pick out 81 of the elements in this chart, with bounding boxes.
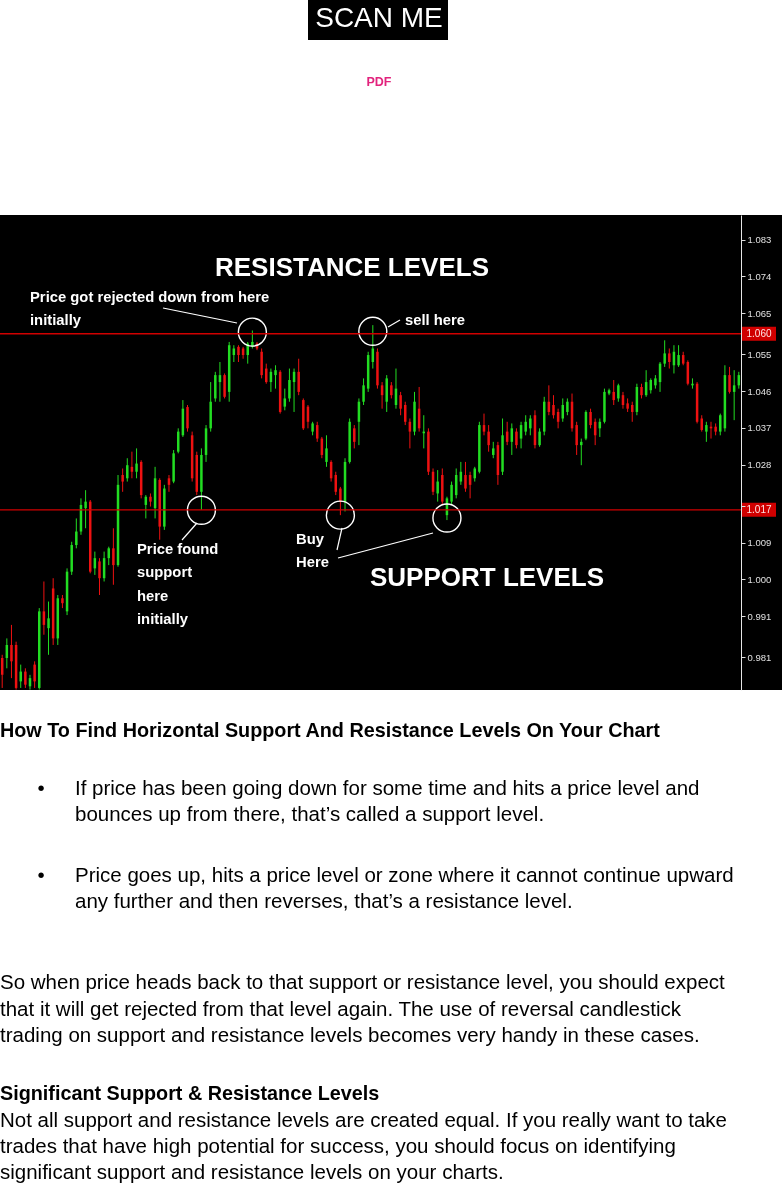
candlestick — [612, 379, 615, 406]
candlestick — [552, 394, 555, 420]
candlestick — [121, 467, 124, 493]
candlestick — [663, 339, 666, 368]
candlestick — [728, 366, 731, 395]
annotation: Price got rejected down from here initially — [30, 289, 270, 328]
candlestick — [677, 344, 680, 368]
candlestick — [10, 624, 13, 679]
text: • — [37, 776, 45, 799]
point — [325, 500, 356, 530]
candlestick — [98, 557, 101, 596]
annotation: sell here — [405, 312, 466, 328]
candlestick — [47, 601, 50, 656]
candlestick — [75, 517, 78, 549]
text: SCAN ME — [315, 2, 443, 33]
text: Price goes up, hits a price level or zone where it cannot continue upward any further and then reverses, that’s a resistance level. — [75, 863, 734, 912]
y-tick-label: 1.074 — [747, 270, 772, 282]
y-tick-label: 1.065 — [747, 307, 772, 319]
candlestick — [589, 408, 592, 429]
text: So when price heads back to that support or resistance level, you should expect that it will get rejected from that level again. The use of reversal candlestick trading on support and resistance levels becomes very handy in these cases. — [0, 970, 726, 1046]
point — [237, 317, 268, 347]
point — [186, 495, 217, 525]
candlestick — [399, 391, 402, 416]
candlestick — [668, 347, 671, 370]
candlestick — [112, 527, 115, 586]
candlestick — [617, 383, 620, 403]
candlestick — [283, 388, 287, 411]
candlestick — [325, 434, 328, 468]
candlestick — [705, 421, 708, 443]
candlestick — [524, 414, 527, 436]
candlestick — [464, 461, 467, 493]
candlestick — [529, 414, 532, 436]
candlestick — [487, 424, 490, 453]
candlestick — [339, 486, 342, 516]
candlestick — [265, 363, 268, 385]
candlestick — [297, 358, 300, 396]
text: • — [37, 863, 45, 886]
candlestick — [362, 377, 365, 406]
annotation: RESISTANCE LEVELS — [214, 252, 490, 282]
candlestick — [274, 364, 277, 390]
y-tick-label: 0.981 — [747, 651, 772, 663]
candlestick — [515, 427, 518, 449]
annotation: Price found support here initially — [137, 541, 219, 627]
candlestick — [385, 374, 388, 413]
candlestick — [575, 421, 578, 456]
text: How To Find Horizontal Support And Resistance Levels On Your Chart — [0, 719, 661, 741]
annotation: SUPPORT LEVELS — [369, 562, 605, 592]
ref-line-label: 1.017 — [746, 503, 772, 515]
y-tick-label: 1.046 — [747, 385, 772, 397]
candlestick — [450, 481, 453, 506]
point — [358, 316, 388, 346]
y-tick-label: 1.028 — [747, 459, 772, 471]
candlestick — [353, 424, 356, 449]
candlestick — [436, 469, 439, 503]
candlestick — [33, 660, 36, 689]
candlestick — [260, 347, 263, 379]
candlestick — [19, 664, 22, 689]
candlestick — [135, 447, 138, 479]
text: If price has been going down for some time and hits a price level and bounces up from there, that’s called a support level. — [75, 776, 700, 825]
candlestick — [223, 372, 226, 399]
candlestick — [538, 427, 541, 448]
y-tick-label: 0.991 — [747, 610, 772, 622]
candlestick — [214, 371, 217, 403]
candlestick — [580, 438, 583, 466]
text: Not all support and resistance levels are created equal. If you really want to take trades that have high potential for success, you should focus on identifying significant support and resistance levels on your charts. — [0, 1108, 728, 1184]
text: Significant Support & Resistance Levels — [0, 1082, 380, 1104]
point — [432, 503, 462, 533]
y-tick-label: 1.055 — [747, 348, 772, 360]
candlestick — [288, 368, 291, 403]
y-tick-label: 1.009 — [747, 537, 772, 549]
y-tick-label: 1.000 — [747, 573, 772, 585]
y-tick-label: 1.037 — [747, 422, 772, 434]
candlestick — [719, 413, 722, 436]
candlestick — [126, 457, 129, 483]
y-tick-label: 1.083 — [747, 234, 772, 246]
text: PDF — [366, 75, 392, 89]
candlestick — [24, 667, 27, 689]
candlestick — [186, 404, 189, 433]
ref-line-label: 1.060 — [746, 327, 772, 339]
annotation: Buy Here — [296, 531, 329, 570]
candlestick — [84, 489, 87, 529]
